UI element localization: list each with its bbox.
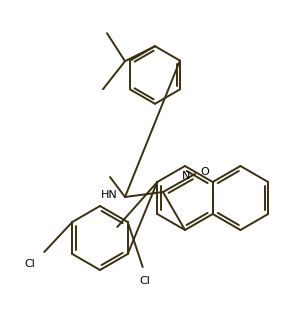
- Text: O: O: [201, 167, 209, 177]
- Text: Cl: Cl: [139, 276, 150, 286]
- Text: N: N: [182, 171, 190, 181]
- Text: HN: HN: [101, 190, 117, 200]
- Text: Cl: Cl: [25, 259, 36, 269]
